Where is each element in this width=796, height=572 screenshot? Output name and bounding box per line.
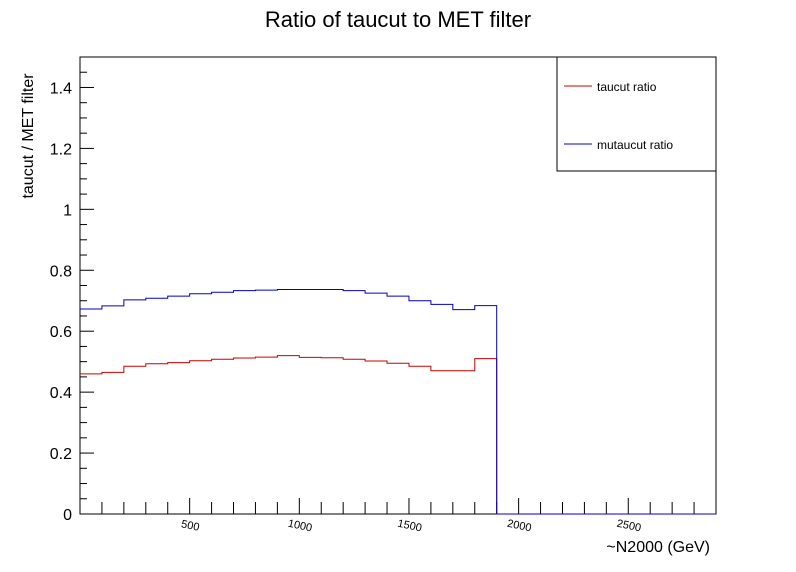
series-line-taucut [80, 355, 716, 515]
y-tick-label: 1 [63, 202, 72, 219]
x-tick-label: 500 [180, 518, 200, 534]
legend-label-mutaucut: mutaucut ratio [597, 138, 673, 152]
y-axis: 0 0.2 0.4 0.6 0.8 1 1.2 1.4 [50, 56, 94, 524]
x-axis: 500 1000 1500 2000 2500 [101, 498, 695, 535]
x-tick-label: 1500 [396, 518, 422, 535]
y-tick-label: 0.4 [50, 385, 72, 402]
y-tick-label: 0.2 [50, 446, 72, 463]
y-tick-label: 1.4 [50, 80, 72, 97]
legend-box [556, 56, 717, 172]
y-tick-label: 0.8 [50, 263, 72, 280]
series-layer [80, 288, 716, 515]
chart-title: Ratio of taucut to MET filter [265, 7, 531, 32]
legend-label-taucut: taucut ratio [597, 80, 657, 94]
x-tick-label: 1000 [287, 518, 313, 535]
x-tick-label: 2000 [506, 518, 532, 535]
y-tick-label: 0 [63, 507, 72, 524]
x-axis-label: ~N2000 (GeV) [606, 539, 710, 556]
y-axis-label: taucut / MET filter [20, 73, 37, 199]
y-tick-label: 1.2 [50, 141, 72, 158]
legend: taucut ratio mutaucut ratio [556, 56, 717, 172]
x-tick-label: 2500 [616, 518, 642, 535]
y-tick-label: 0.6 [50, 324, 72, 341]
series-line-mutaucut [80, 288, 716, 515]
